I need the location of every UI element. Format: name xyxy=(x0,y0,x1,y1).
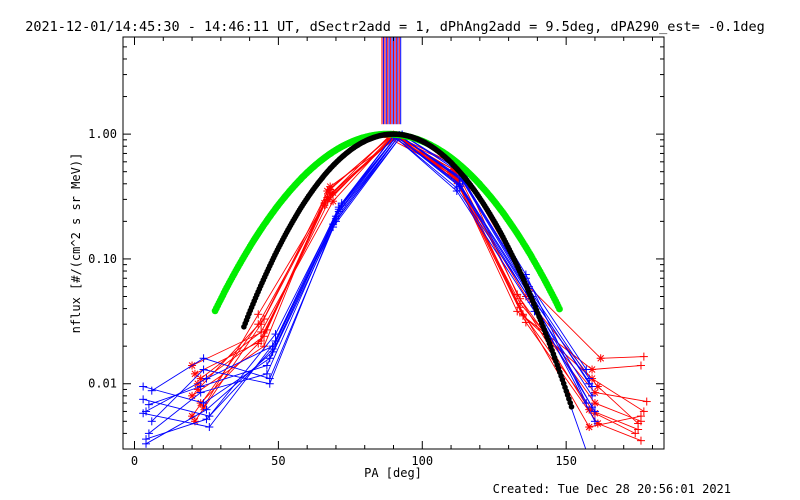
red-data-point xyxy=(636,412,645,421)
blue-data-point xyxy=(144,429,153,438)
red-data-point xyxy=(516,303,525,312)
red-series-line xyxy=(197,136,639,430)
red-data-point xyxy=(260,332,269,341)
y-axis-label: nflux [#/(cm^2 s sr MeV)] xyxy=(69,153,83,334)
blue-data-point xyxy=(199,365,208,374)
blue-series-line xyxy=(145,135,593,440)
blue-data-point xyxy=(588,403,597,412)
blue-data-point xyxy=(588,382,597,391)
green-fit-point xyxy=(556,305,563,313)
x-tick-label: 150 xyxy=(555,454,577,468)
blue-data-point xyxy=(262,361,271,370)
x-tick-label: 100 xyxy=(411,454,433,468)
blue-data-point xyxy=(205,423,214,432)
red-data-point xyxy=(254,310,263,319)
blue-data-point xyxy=(199,399,208,408)
blue-data-point xyxy=(202,415,211,424)
blue-data-point xyxy=(199,354,208,363)
blue-series-line xyxy=(151,134,587,449)
blue-data-point xyxy=(271,330,280,339)
blue-data-point xyxy=(139,395,148,404)
blue-data-point xyxy=(202,405,211,414)
blue-data-point xyxy=(585,455,593,463)
red-series-line xyxy=(203,135,636,434)
blue-data-point xyxy=(265,354,274,363)
blue-data-point xyxy=(147,386,156,395)
blue-data-point xyxy=(590,407,599,416)
red-series-line xyxy=(200,134,642,442)
black-fit-point xyxy=(568,404,575,410)
red-data-point xyxy=(188,391,197,400)
black-fit-curve xyxy=(241,131,575,410)
blue-data-point xyxy=(144,400,153,409)
y-tick-label: 0.10 xyxy=(88,252,117,266)
blue-data-point xyxy=(590,417,599,426)
blue-data-point xyxy=(455,181,464,190)
red-data-point xyxy=(642,397,651,406)
red-data-point xyxy=(639,407,648,416)
plot-area xyxy=(139,37,651,463)
red-data-point xyxy=(636,361,645,370)
red-data-point xyxy=(634,419,643,428)
blue-data-point xyxy=(262,369,271,378)
blue-data-point xyxy=(585,374,594,383)
blue-data-point xyxy=(588,391,597,400)
red-data-point xyxy=(596,354,605,363)
blue-series-line xyxy=(142,135,596,417)
blue-data-point xyxy=(147,417,156,426)
red-data-point xyxy=(323,187,332,196)
red-data-point xyxy=(590,399,599,408)
chart-title: 2021-12-01/14:45:30 - 14:46:11 UT, dSect… xyxy=(25,19,765,35)
red-data-point xyxy=(257,327,266,336)
blue-data-point xyxy=(268,344,277,353)
blue-data-point xyxy=(142,435,151,444)
red-data-point xyxy=(636,436,645,445)
blue-data-point xyxy=(202,374,211,383)
red-data-point xyxy=(513,307,522,316)
blue-data-point xyxy=(139,382,148,391)
created-timestamp: Created: Tue Dec 28 20:56:01 2021 xyxy=(493,482,731,496)
blue-series-line xyxy=(143,135,596,428)
x-axis-label: PA [deg] xyxy=(364,466,422,480)
red-data-point xyxy=(190,369,199,378)
red-data-point xyxy=(585,423,594,432)
red-data-point xyxy=(257,320,266,329)
y-tick-label: 1.00 xyxy=(88,127,117,141)
red-data-point xyxy=(593,382,602,391)
red-data-point xyxy=(590,388,599,397)
blue-data-point xyxy=(196,382,205,391)
x-tick-label: 0 xyxy=(131,454,138,468)
axis-ticks: 0 50 100 150 0.01 0.10 1.00 xyxy=(88,36,664,468)
blue-data-point xyxy=(265,374,274,383)
red-series-line xyxy=(191,135,642,422)
y-tick-label: 0.01 xyxy=(88,377,117,391)
blue-series-line xyxy=(145,135,593,445)
blue-data-point xyxy=(334,205,343,214)
red-data-point xyxy=(631,429,640,438)
red-data-point xyxy=(639,352,648,361)
x-tick-label: 50 xyxy=(271,454,285,468)
blue-data-point xyxy=(139,409,148,418)
red-series-line xyxy=(191,136,642,428)
red-data-point xyxy=(329,197,338,206)
